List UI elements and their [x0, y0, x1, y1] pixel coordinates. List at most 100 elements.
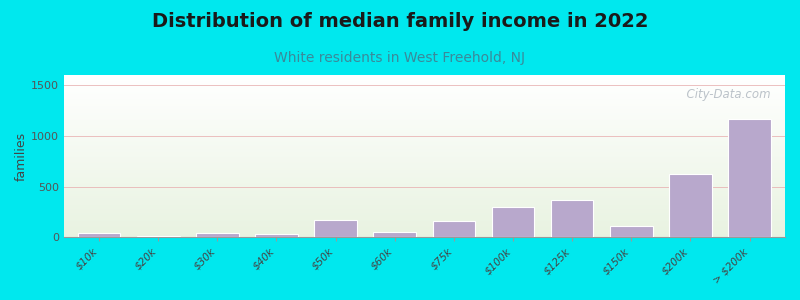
- Bar: [64, 164, 785, 165]
- Bar: [64, 184, 785, 185]
- Bar: [64, 155, 785, 156]
- Bar: [64, 135, 785, 136]
- Bar: [64, 179, 785, 180]
- Bar: [64, 178, 785, 179]
- Bar: [64, 226, 785, 227]
- Bar: [64, 87, 785, 88]
- Bar: [64, 115, 785, 116]
- Bar: [64, 80, 785, 81]
- Bar: [64, 220, 785, 221]
- Bar: [64, 138, 785, 139]
- Bar: [64, 218, 785, 219]
- Bar: [64, 165, 785, 166]
- Bar: [64, 210, 785, 211]
- Bar: [196, 233, 238, 237]
- Bar: [64, 88, 785, 89]
- Bar: [64, 141, 785, 142]
- Bar: [64, 92, 785, 93]
- Bar: [64, 187, 785, 188]
- Bar: [64, 160, 785, 161]
- Bar: [610, 226, 653, 237]
- Bar: [64, 133, 785, 134]
- Bar: [64, 104, 785, 105]
- Bar: [64, 112, 785, 113]
- Bar: [64, 113, 785, 114]
- Bar: [64, 182, 785, 183]
- Bar: [64, 103, 785, 104]
- Bar: [64, 76, 785, 77]
- Bar: [64, 234, 785, 235]
- Bar: [64, 167, 785, 168]
- Bar: [64, 199, 785, 200]
- Bar: [64, 117, 785, 118]
- Bar: [64, 176, 785, 177]
- Bar: [64, 162, 785, 163]
- Bar: [64, 83, 785, 84]
- Bar: [64, 137, 785, 138]
- Bar: [64, 139, 785, 140]
- Bar: [64, 189, 785, 190]
- Bar: [64, 231, 785, 232]
- Bar: [64, 154, 785, 155]
- Bar: [314, 220, 357, 237]
- Bar: [255, 234, 298, 237]
- Bar: [64, 193, 785, 194]
- Bar: [64, 168, 785, 169]
- Bar: [64, 208, 785, 209]
- Bar: [64, 171, 785, 172]
- Bar: [64, 227, 785, 228]
- Bar: [64, 212, 785, 213]
- Bar: [64, 236, 785, 237]
- Bar: [64, 121, 785, 122]
- Bar: [64, 132, 785, 133]
- Bar: [64, 233, 785, 234]
- Bar: [64, 188, 785, 189]
- Bar: [64, 130, 785, 131]
- Bar: [64, 194, 785, 195]
- Bar: [64, 191, 785, 192]
- Bar: [64, 230, 785, 231]
- Bar: [728, 119, 771, 237]
- Bar: [64, 142, 785, 143]
- Bar: [64, 99, 785, 100]
- Bar: [64, 213, 785, 214]
- Bar: [64, 163, 785, 164]
- Bar: [64, 157, 785, 158]
- Bar: [64, 107, 785, 108]
- Bar: [64, 96, 785, 97]
- Bar: [64, 146, 785, 147]
- Bar: [64, 89, 785, 90]
- Bar: [64, 173, 785, 174]
- Bar: [64, 109, 785, 110]
- Bar: [64, 201, 785, 202]
- Bar: [64, 185, 785, 186]
- Bar: [64, 140, 785, 141]
- Bar: [64, 100, 785, 101]
- Bar: [64, 136, 785, 137]
- Bar: [64, 196, 785, 197]
- Bar: [64, 177, 785, 178]
- Bar: [669, 175, 712, 237]
- Bar: [374, 232, 416, 237]
- Bar: [64, 134, 785, 135]
- Bar: [64, 183, 785, 184]
- Bar: [64, 106, 785, 107]
- Bar: [64, 203, 785, 204]
- Bar: [64, 123, 785, 124]
- Bar: [64, 170, 785, 171]
- Bar: [64, 204, 785, 205]
- Bar: [64, 222, 785, 223]
- Bar: [64, 93, 785, 94]
- Bar: [64, 202, 785, 203]
- Bar: [64, 205, 785, 206]
- Bar: [64, 214, 785, 215]
- Bar: [64, 147, 785, 148]
- Bar: [64, 98, 785, 99]
- Bar: [64, 144, 785, 145]
- Bar: [64, 78, 785, 79]
- Bar: [64, 228, 785, 229]
- Bar: [64, 229, 785, 230]
- Bar: [64, 82, 785, 83]
- Bar: [64, 118, 785, 119]
- Bar: [64, 192, 785, 193]
